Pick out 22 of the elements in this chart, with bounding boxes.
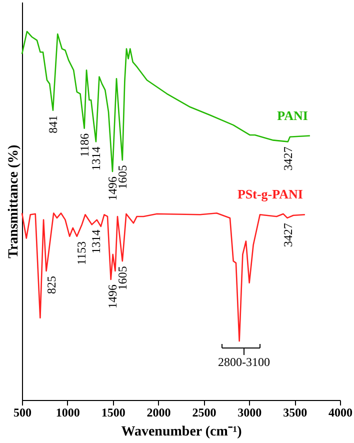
annotation: 825 <box>44 276 59 294</box>
annotation: 3427 <box>280 222 295 247</box>
y-axis-title: Transmittance (%) <box>6 144 22 258</box>
x-tick-label: 3500 <box>283 406 308 420</box>
annotation: 841 <box>46 115 60 134</box>
x-tick-label: 4000 <box>328 406 352 420</box>
series-label: PANI <box>277 108 308 123</box>
x-tick-label: 2000 <box>146 406 171 420</box>
annotation: 2800-3100 <box>218 355 270 369</box>
annotation: 3427 <box>280 146 295 171</box>
x-tick-label: 1500 <box>101 406 126 420</box>
annotation: 1153 <box>74 241 88 265</box>
series-label: PSt-g-PANI <box>237 186 303 202</box>
x-tick-label: 1000 <box>56 406 80 420</box>
annotation: 1314 <box>88 146 103 171</box>
x-axis-title: Wavenumber (cm⁻¹) <box>121 424 242 440</box>
annotation: 1496 <box>105 176 120 201</box>
x-tick-label: 2500 <box>192 406 216 420</box>
annotation: 1314 <box>88 230 103 254</box>
x-tick-label: 3000 <box>238 406 262 420</box>
x-tick-label: 500 <box>14 406 32 420</box>
annotation: 1186 <box>77 133 92 157</box>
